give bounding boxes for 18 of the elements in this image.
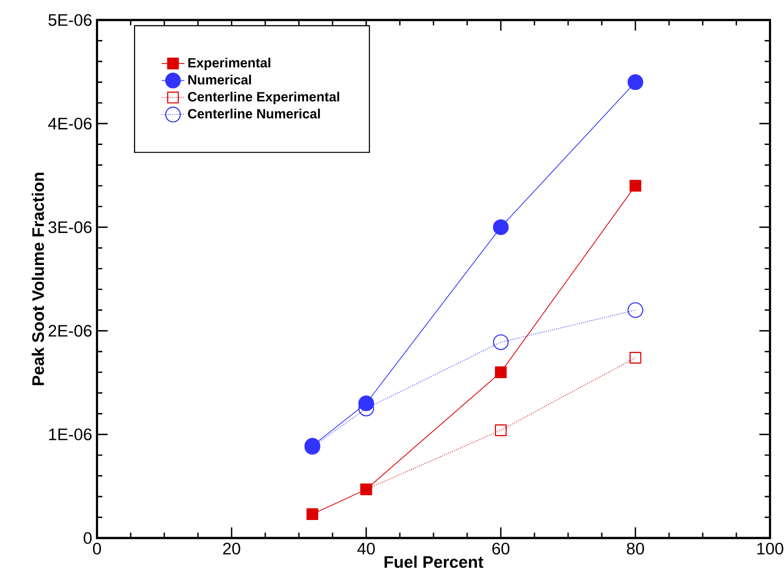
y-tick-label: 0 — [84, 532, 92, 544]
x-tick-label: 20 — [223, 542, 240, 555]
y-tick-label: 1E-06 — [49, 428, 92, 440]
y-tick-label: 5E-06 — [48, 14, 92, 26]
legend-label: Centerline Numerical — [188, 108, 320, 118]
x-tick-label: 60 — [492, 542, 510, 555]
x-tick-label: 100 — [757, 542, 784, 555]
y-tick-label: 4E-06 — [48, 118, 92, 130]
x-tick-label: 40 — [357, 542, 375, 555]
x-axis-title: Fuel Percent — [384, 556, 484, 568]
legend-label: Experimental — [188, 58, 270, 70]
legend-label: Numerical — [188, 74, 251, 84]
y-tick-label: 3E-06 — [48, 221, 92, 234]
legend-label: Centerline Experimental — [188, 92, 340, 104]
x-tick-label: 0 — [93, 542, 101, 555]
x-tick-label: 80 — [626, 542, 644, 555]
y-axis-title: Peak Soot Volume Fraction — [32, 172, 44, 386]
y-tick-label: 2E-06 — [48, 324, 92, 337]
